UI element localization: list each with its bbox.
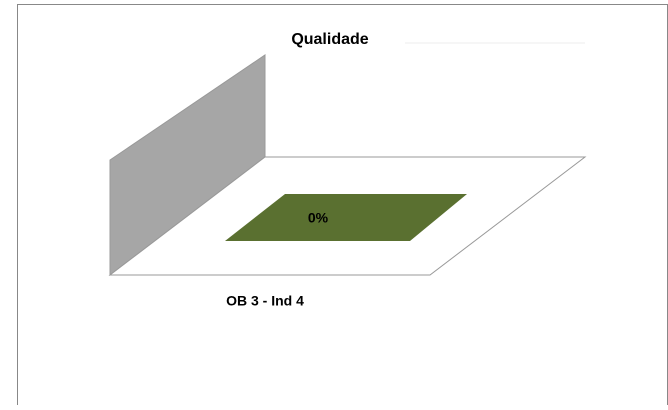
x-tick-label: OB 3 - Ind 4 bbox=[226, 293, 304, 309]
chart-title: Qualidade bbox=[291, 31, 368, 48]
bar bbox=[225, 194, 467, 241]
data-label: 0% bbox=[308, 210, 329, 226]
